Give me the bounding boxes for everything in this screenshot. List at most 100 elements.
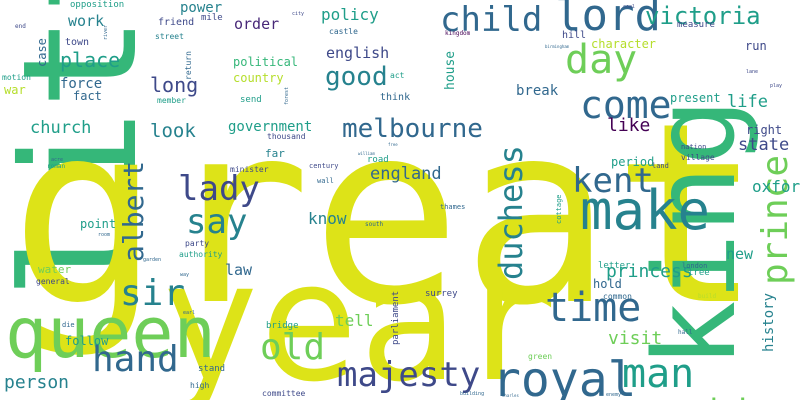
- word-tree: tree: [688, 268, 710, 278]
- word-know: know: [308, 209, 347, 228]
- word-political: political: [233, 55, 299, 69]
- word-oxford: oxford: [752, 177, 800, 196]
- word-acre: acre: [51, 157, 64, 163]
- word-lord: lord: [555, 0, 661, 41]
- word-motion: motion: [2, 73, 31, 82]
- word-life: life: [727, 92, 768, 112]
- word-princess: princess: [606, 261, 693, 282]
- word-end: end: [15, 23, 26, 30]
- word-history: history: [761, 292, 777, 352]
- word-city: city: [292, 11, 305, 17]
- word-year: year: [160, 226, 558, 400]
- word-kingdom: kingdom: [445, 30, 471, 37]
- word-england: england: [370, 164, 442, 184]
- word-state: state: [738, 135, 790, 155]
- word-visit: visit: [608, 328, 663, 349]
- word-hold: hold: [593, 277, 622, 291]
- word-cottage: cottage: [555, 194, 563, 224]
- word-prince: prince: [755, 154, 796, 285]
- word-mile: mile: [201, 13, 223, 23]
- word-policy: policy: [321, 5, 379, 24]
- word-man: man: [622, 351, 695, 397]
- word-duchess: duchess: [492, 145, 530, 280]
- word-friend: friend: [158, 17, 195, 28]
- word-think: think: [380, 92, 411, 103]
- word-tell: tell: [335, 311, 374, 330]
- word-work: work: [68, 12, 105, 30]
- word-victoria: victoria: [645, 2, 761, 30]
- word-far: far: [265, 147, 285, 160]
- word-follow: follow: [65, 334, 109, 348]
- word-opposition: opposition: [70, 0, 125, 10]
- word-wall: wall: [317, 177, 334, 185]
- word-power: power: [180, 0, 223, 16]
- word-right: right: [746, 123, 783, 137]
- word-die: die: [62, 321, 75, 329]
- word-look: look: [150, 120, 196, 142]
- word-great: great: [10, 69, 763, 360]
- word-committee: committee: [262, 389, 306, 398]
- word-act: act: [390, 71, 405, 80]
- word-nation: nation: [681, 143, 707, 151]
- word-hand: hand: [92, 339, 179, 380]
- word-river: river: [103, 24, 109, 40]
- word-stand: stand: [198, 364, 226, 374]
- word-land: land: [652, 162, 669, 170]
- word-minister: minister: [230, 165, 269, 174]
- word-war: war: [4, 83, 26, 97]
- word-village: village: [681, 153, 715, 162]
- word-good: good: [325, 62, 388, 92]
- word-hall: hall: [678, 329, 693, 336]
- word-sir: sir: [120, 273, 186, 314]
- word-street: street: [155, 32, 184, 41]
- word-law: law: [225, 261, 253, 279]
- word-day: day: [565, 37, 638, 83]
- word-thames: thames: [440, 203, 466, 211]
- word-person: person: [4, 372, 70, 393]
- word-high: high: [190, 381, 210, 390]
- word-build: build: [698, 293, 717, 300]
- word-like: like: [607, 115, 651, 136]
- word-water: water: [38, 263, 72, 276]
- word-hill: hill: [562, 30, 587, 41]
- word-house: house: [443, 50, 458, 90]
- word-return: return: [184, 51, 193, 80]
- word-come: come: [580, 83, 672, 127]
- word-road: road: [367, 155, 389, 165]
- word-way: way: [180, 272, 190, 278]
- word-lady: lady: [178, 169, 260, 209]
- word-surrey: surrey: [425, 289, 458, 299]
- word-coal: coal: [623, 4, 636, 10]
- word-authority: authority: [179, 250, 223, 259]
- word-fact: fact: [73, 89, 102, 103]
- word-green: green: [528, 352, 553, 361]
- word-order: order: [234, 15, 280, 33]
- word-government: government: [228, 119, 313, 135]
- word-new: new: [726, 245, 754, 263]
- word-party: party: [185, 239, 210, 248]
- word-garden: garden: [143, 257, 162, 263]
- word-castle: castle: [329, 27, 358, 36]
- word-church: church: [30, 118, 92, 138]
- word-run: run: [745, 39, 767, 53]
- word-case: case: [35, 38, 49, 67]
- word-force: force: [60, 76, 103, 92]
- word-bridge: bridge: [266, 321, 299, 331]
- word-time: time: [545, 285, 642, 331]
- word-roman: roman: [47, 163, 66, 170]
- word-parliament: parliament: [391, 290, 401, 345]
- word-point: point: [80, 217, 117, 231]
- word-melbourne: melbourne: [342, 114, 483, 144]
- word-play: play: [770, 83, 783, 89]
- word-forest: forest: [284, 86, 290, 105]
- word-kent: kent: [572, 161, 654, 201]
- word-measure: measure: [677, 20, 715, 30]
- word-send: send: [240, 95, 262, 105]
- word-common: common: [603, 292, 632, 301]
- word-south: south: [365, 221, 384, 228]
- word-charles: charles: [502, 393, 519, 398]
- word-period: period: [611, 155, 655, 169]
- word-country: country: [233, 71, 284, 85]
- word-enemy: enemy: [606, 392, 622, 398]
